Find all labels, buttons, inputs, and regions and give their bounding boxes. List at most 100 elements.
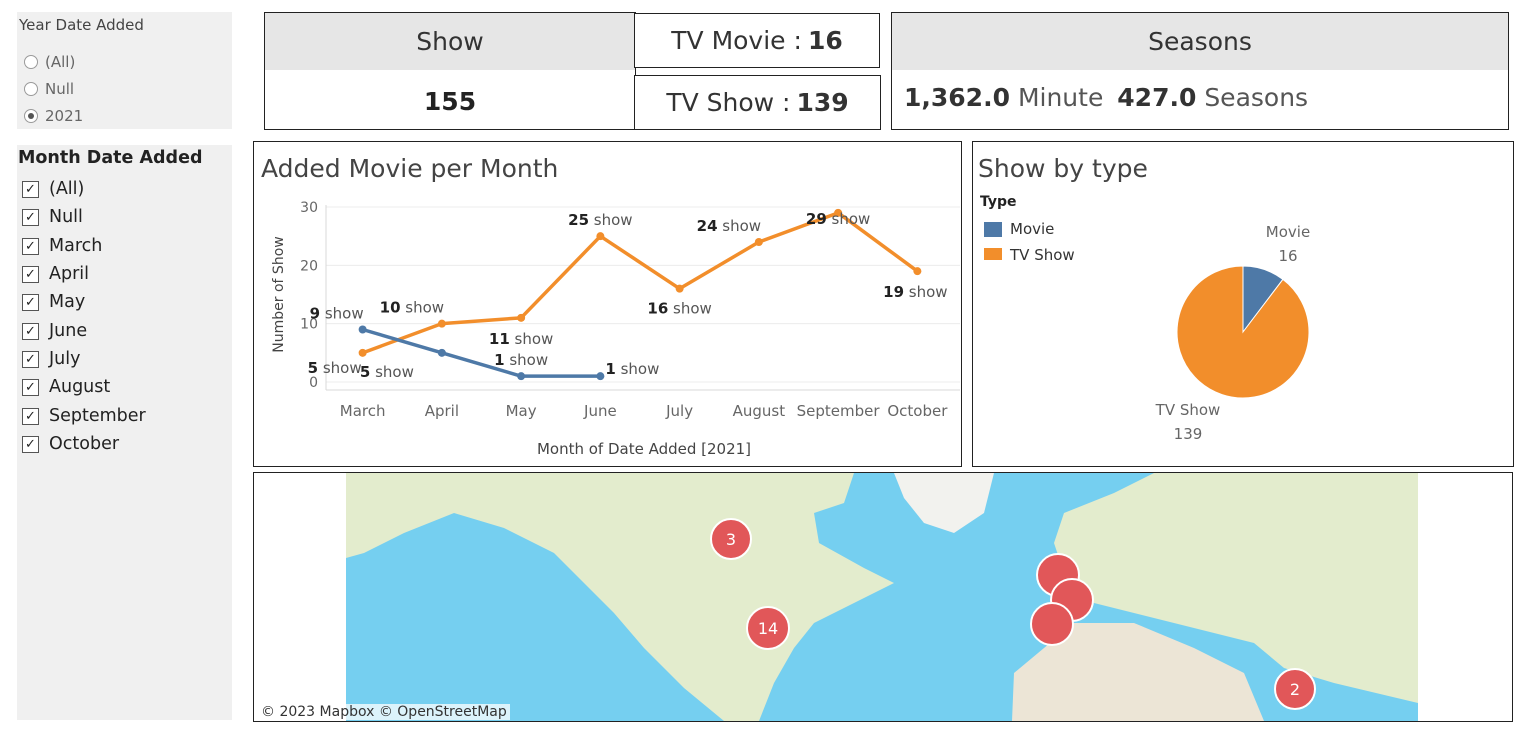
line-chart-title: Added Movie per Month <box>261 154 559 183</box>
year-option-2021[interactable]: 2021 <box>24 104 83 128</box>
world-map[interactable]: 3 14 2 <box>254 473 1512 721</box>
radio-button[interactable] <box>24 55 38 69</box>
checkbox-checked[interactable]: ✓ <box>22 208 39 226</box>
month-option-may[interactable]: ✓ May <box>22 289 85 315</box>
data-label-unit: show <box>401 299 445 317</box>
map-marker-count: 3 <box>726 530 736 549</box>
minute-unit: Minute <box>1017 83 1104 112</box>
data-point <box>358 348 367 357</box>
year-option-label: Null <box>45 80 75 98</box>
data-point <box>517 313 526 322</box>
data-point <box>913 267 922 276</box>
x-tick-label: March <box>340 402 386 420</box>
data-label: 29 show <box>806 210 870 228</box>
month-option-august[interactable]: ✓ August <box>22 374 110 400</box>
map-panel: 3 14 2 © 2023 Mapbox © OpenStreetMap <box>253 472 1513 722</box>
checkbox-checked[interactable]: ✓ <box>22 350 39 368</box>
series-line <box>362 211 919 355</box>
show-count-value: 155 <box>423 87 477 116</box>
map-attribution[interactable]: © 2023 Mapbox © OpenStreetMap <box>258 704 510 720</box>
slice-value: 139 <box>1174 425 1203 443</box>
data-label: 9 show <box>310 305 364 323</box>
added-movie-per-month-panel: Added Movie per Month 0 10 20 30 March April M… <box>253 141 962 467</box>
seasons-value: 427.0 <box>1117 83 1197 112</box>
checkbox-checked[interactable]: ✓ <box>22 180 39 198</box>
checkbox-checked[interactable]: ✓ <box>22 322 39 340</box>
month-option-march[interactable]: ✓ March <box>22 233 102 259</box>
show-by-type-panel: Show by type Type Movie TV Show Movie 16 T… <box>972 141 1514 467</box>
checkbox-checked[interactable]: ✓ <box>22 265 39 283</box>
month-option-label: May <box>49 292 86 312</box>
data-label-value: 5 <box>360 363 370 381</box>
map-marker-count: 2 <box>1290 680 1300 699</box>
data-label-value: 1 <box>494 351 504 369</box>
x-tick-label: August <box>733 402 786 420</box>
x-tick-label: May <box>506 402 537 420</box>
checkbox-checked[interactable]: ✓ <box>22 435 39 453</box>
checkbox-checked[interactable]: ✓ <box>22 378 39 396</box>
checkbox-checked[interactable]: ✓ <box>22 237 39 255</box>
checkbox-checked[interactable]: ✓ <box>22 407 39 425</box>
data-label-unit: show <box>505 351 549 369</box>
tv-show-tile: TV Show : 139 <box>634 75 881 130</box>
x-tick-label: July <box>665 402 693 420</box>
month-option-april[interactable]: ✓ April <box>22 261 89 287</box>
data-label-unit: show <box>589 211 633 229</box>
legend-title: Type <box>980 194 1017 210</box>
legend-swatch-tv-show <box>984 247 1002 260</box>
month-option-label: August <box>49 377 111 397</box>
data-label-unit: show <box>668 300 712 318</box>
pie-slice <box>1176 265 1310 399</box>
month-option-september[interactable]: ✓ September <box>22 403 146 429</box>
map-marker <box>1030 602 1074 646</box>
legend-label: TV Show <box>1010 246 1075 260</box>
month-option-null[interactable]: ✓ Null <box>22 204 83 230</box>
month-option-label: October <box>49 434 120 454</box>
x-tick-label: June <box>583 402 617 420</box>
checkbox-checked[interactable]: ✓ <box>22 293 39 311</box>
month-option-june[interactable]: ✓ June <box>22 318 87 344</box>
month-option-label: June <box>49 321 88 341</box>
data-label-unit: show <box>320 305 364 323</box>
slice-label: TV Show <box>1155 401 1221 419</box>
tv-show-value: 139 <box>796 88 849 117</box>
line-chart[interactable]: 0 10 20 30 March April May June July August Septem… <box>254 142 961 466</box>
data-point <box>596 232 605 241</box>
month-option-label: July <box>49 349 81 369</box>
legend-item-movie[interactable]: Movie <box>984 220 1054 238</box>
month-option-label: Null <box>49 207 83 227</box>
data-label-value: 9 <box>310 305 320 323</box>
pie-chart[interactable]: Movie 16 TV Show 139 <box>973 142 1513 466</box>
data-label-unit: show <box>510 330 554 348</box>
data-label: 5 show <box>308 359 362 377</box>
tv-movie-label: TV Movie : <box>671 26 802 55</box>
y-tick-label: 0 <box>309 375 318 391</box>
month-option-july[interactable]: ✓ July <box>22 346 80 372</box>
month-option-label: September <box>49 406 146 426</box>
legend-swatch-movie <box>984 221 1002 237</box>
data-label-unit: show <box>616 360 660 378</box>
data-point <box>437 319 446 328</box>
greenland-land <box>894 473 994 533</box>
legend-item-tv-show[interactable]: TV Show <box>984 246 1075 260</box>
year-option-null[interactable]: Null <box>24 77 74 101</box>
x-tick-label: October <box>887 402 948 420</box>
month-date-added-filter: Month Date Added ✓ (All) ✓ Null ✓ March ✓ Ap… <box>17 145 232 720</box>
radio-button-selected[interactable] <box>24 109 38 123</box>
x-tick-label: April <box>425 402 459 420</box>
month-option-october[interactable]: ✓ October <box>22 431 119 457</box>
radio-button[interactable] <box>24 82 38 96</box>
data-label: 25 show <box>568 211 632 229</box>
show-count-tile: Show 155 <box>264 12 636 130</box>
data-label-unit: show <box>718 217 762 235</box>
year-option-all[interactable]: (All) <box>24 50 75 74</box>
data-point <box>834 208 843 217</box>
map-marker <box>1274 668 1316 710</box>
month-option-all[interactable]: ✓ (All) <box>22 176 84 202</box>
data-point <box>675 284 684 293</box>
data-label: 10 show <box>380 299 444 317</box>
eurasia-land <box>1054 473 1418 703</box>
legend-label: Movie <box>1010 220 1055 238</box>
month-option-label: March <box>49 236 103 256</box>
y-tick-label: 10 <box>300 317 318 333</box>
